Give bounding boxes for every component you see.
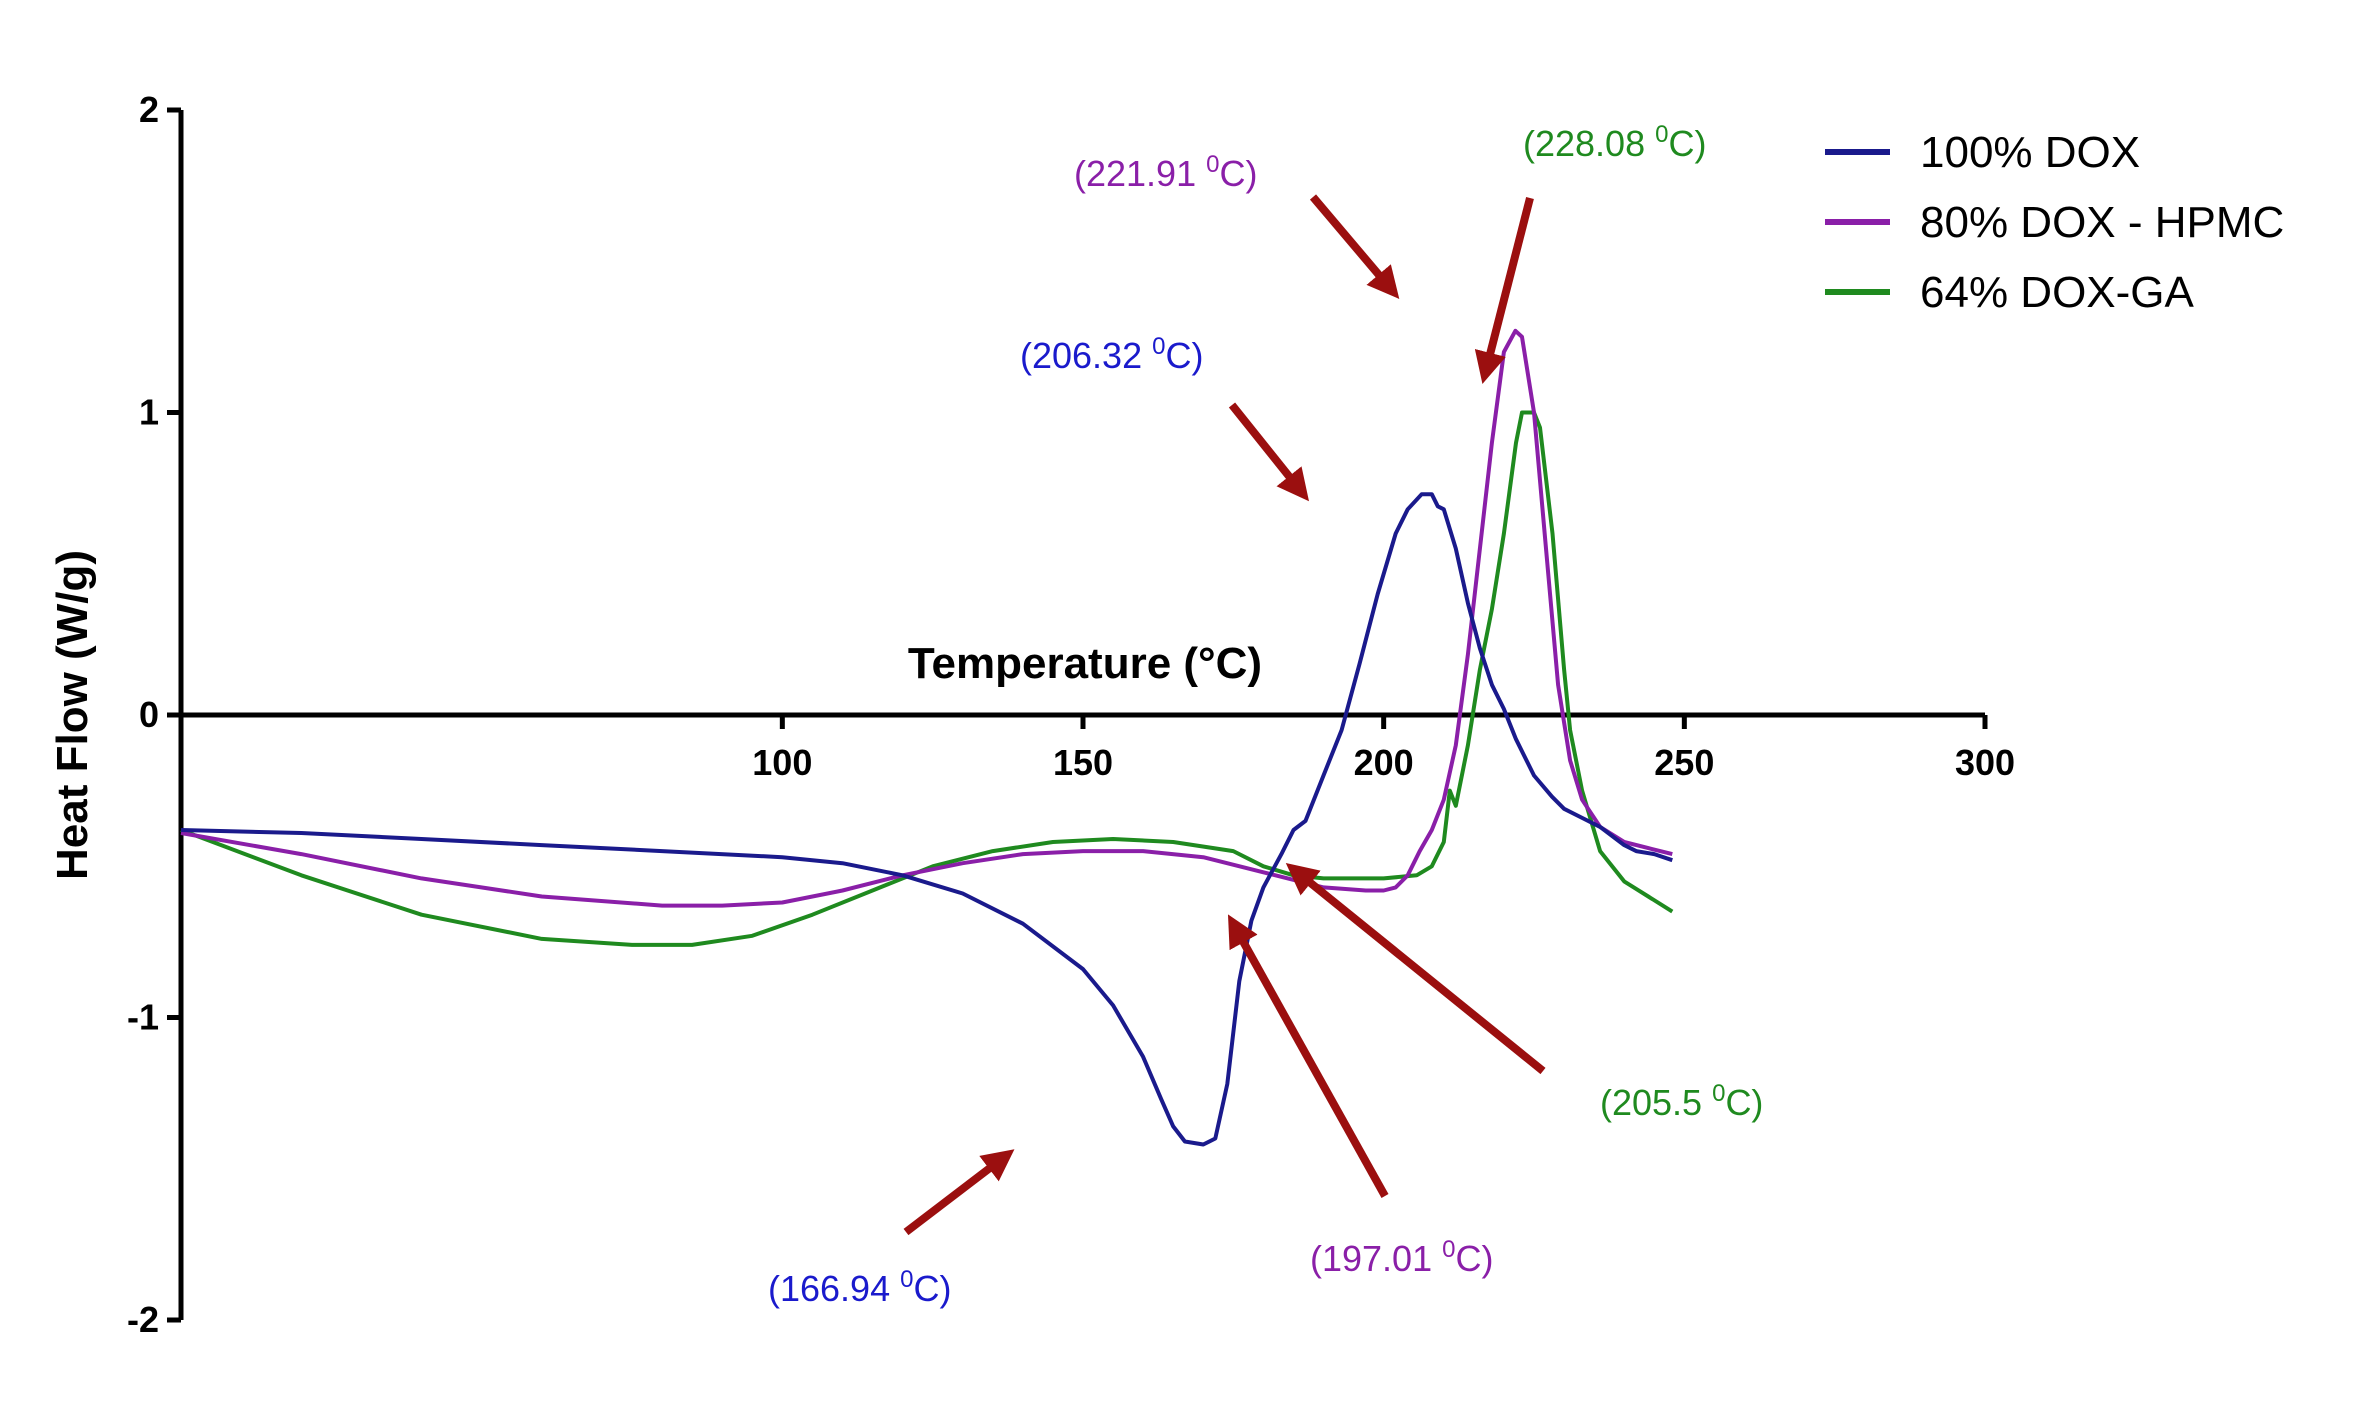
series-line-64-dox-ga — [180, 410, 1674, 947]
annotation-197-01: (197.01 0C) — [1310, 1236, 1493, 1279]
legend-label-80-dox-hpmc: 80% DOX - HPMC — [1920, 198, 2284, 247]
annotation-205-5-unit: C) — [1725, 1082, 1763, 1123]
annotation-221-91: (221.91 0C) — [1074, 151, 1257, 194]
legend-label-100-dox: 100% DOX — [1920, 128, 2140, 177]
y-axis-ticks: 2 1 0 -1 -2 — [127, 89, 181, 1340]
annotation-228-08-unit: C) — [1668, 123, 1706, 164]
annotation-206-32: (206.32 0C) — [1020, 333, 1203, 376]
y-tick-label: 1 — [139, 392, 159, 433]
x-axis-ticks: 100 150 200 250 300 — [752, 715, 2015, 783]
y-tick-label: -1 — [127, 997, 159, 1038]
annotation-166-94-text: (166.94 — [768, 1268, 900, 1309]
annotation-197-01-text: (197.01 — [1310, 1238, 1442, 1279]
arrow-205-5 — [1285, 862, 1546, 1075]
legend-label-64-dox-ga: 64% DOX-GA — [1920, 268, 2195, 317]
legend: 100% DOX 80% DOX - HPMC 64% DOX-GA — [1825, 128, 2284, 317]
annotation-205-5-text: (205.5 — [1600, 1082, 1712, 1123]
x-tick-label: 300 — [1955, 742, 2015, 783]
annotation-221-91-unit: C) — [1219, 153, 1257, 194]
x-tick-label: 100 — [752, 742, 812, 783]
annotation-205-5-sup: 0 — [1712, 1080, 1725, 1107]
annotation-166-94-sup: 0 — [900, 1266, 913, 1293]
annotation-166-94-unit: C) — [913, 1268, 951, 1309]
annotation-228-08-text: (228.08 — [1523, 123, 1655, 164]
annotation-228-08-sup: 0 — [1655, 121, 1668, 148]
annotation-221-91-text: (221.91 — [1074, 153, 1206, 194]
y-tick-label: 0 — [139, 694, 159, 735]
annotation-228-08: (228.08 0C) — [1523, 121, 1706, 164]
x-axis-title: Temperature (°C) — [908, 639, 1262, 688]
arrow-228-08 — [1474, 197, 1534, 384]
annotation-197-01-unit: C) — [1455, 1238, 1493, 1279]
x-tick-label: 250 — [1654, 742, 1714, 783]
series-line-80-dox-hpmc — [180, 328, 1673, 908]
arrow-166-94 — [903, 1149, 1015, 1236]
annotation-221-91-sup: 0 — [1206, 151, 1219, 178]
y-axis-title: Heat Flow (W/g) — [48, 550, 97, 880]
annotation-197-01-sup: 0 — [1442, 1236, 1455, 1263]
y-tick-label: 2 — [139, 89, 159, 130]
arrow-206-32 — [1228, 402, 1309, 502]
arrow-layer — [903, 194, 1546, 1236]
series-line-100-dox — [180, 492, 1673, 1147]
annotation-layer: (166.94 0C) (206.32 0C) (221.91 0C) (228… — [768, 121, 1763, 1309]
annotation-205-5: (205.5 0C) — [1600, 1080, 1763, 1123]
y-tick-label: -2 — [127, 1299, 159, 1340]
arrow-221-91 — [1309, 194, 1400, 299]
series-layer — [180, 328, 1674, 1147]
arrow-197-01 — [1227, 914, 1389, 1198]
annotation-206-32-unit: C) — [1165, 335, 1203, 376]
annotation-206-32-sup: 0 — [1152, 333, 1165, 360]
x-tick-label: 150 — [1053, 742, 1113, 783]
annotation-166-94: (166.94 0C) — [768, 1266, 951, 1309]
annotation-206-32-text: (206.32 — [1020, 335, 1152, 376]
x-tick-label: 200 — [1354, 742, 1414, 783]
